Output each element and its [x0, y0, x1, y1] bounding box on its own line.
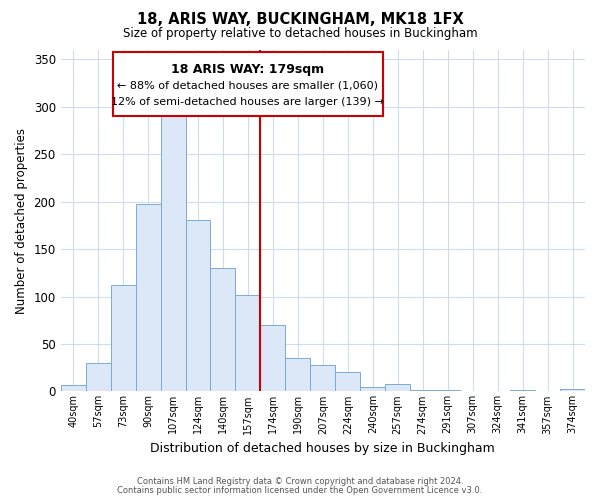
Text: 18, ARIS WAY, BUCKINGHAM, MK18 1FX: 18, ARIS WAY, BUCKINGHAM, MK18 1FX: [137, 12, 463, 28]
Text: Size of property relative to detached houses in Buckingham: Size of property relative to detached ho…: [122, 28, 478, 40]
Bar: [435, 390, 460, 392]
Bar: [113, 52, 383, 116]
Bar: [310, 365, 335, 392]
Bar: [335, 372, 360, 392]
X-axis label: Distribution of detached houses by size in Buckingham: Distribution of detached houses by size …: [151, 442, 495, 455]
Bar: [61, 385, 86, 392]
Text: Contains HM Land Registry data © Crown copyright and database right 2024.: Contains HM Land Registry data © Crown c…: [137, 477, 463, 486]
Bar: [385, 384, 410, 392]
Bar: [185, 220, 211, 392]
Bar: [211, 268, 235, 392]
Bar: [235, 294, 260, 392]
Bar: [136, 204, 161, 392]
Bar: [161, 112, 185, 392]
Text: Contains public sector information licensed under the Open Government Licence v3: Contains public sector information licen…: [118, 486, 482, 495]
Y-axis label: Number of detached properties: Number of detached properties: [15, 128, 28, 314]
Bar: [286, 358, 310, 392]
Bar: [510, 390, 535, 392]
Text: 18 ARIS WAY: 179sqm: 18 ARIS WAY: 179sqm: [172, 64, 325, 76]
Bar: [360, 386, 385, 392]
Text: ← 88% of detached houses are smaller (1,060): ← 88% of detached houses are smaller (1,…: [118, 80, 379, 90]
Bar: [110, 285, 136, 392]
Bar: [560, 390, 585, 392]
Bar: [410, 390, 435, 392]
Text: 12% of semi-detached houses are larger (139) →: 12% of semi-detached houses are larger (…: [112, 98, 385, 108]
Bar: [86, 363, 110, 392]
Bar: [260, 325, 286, 392]
